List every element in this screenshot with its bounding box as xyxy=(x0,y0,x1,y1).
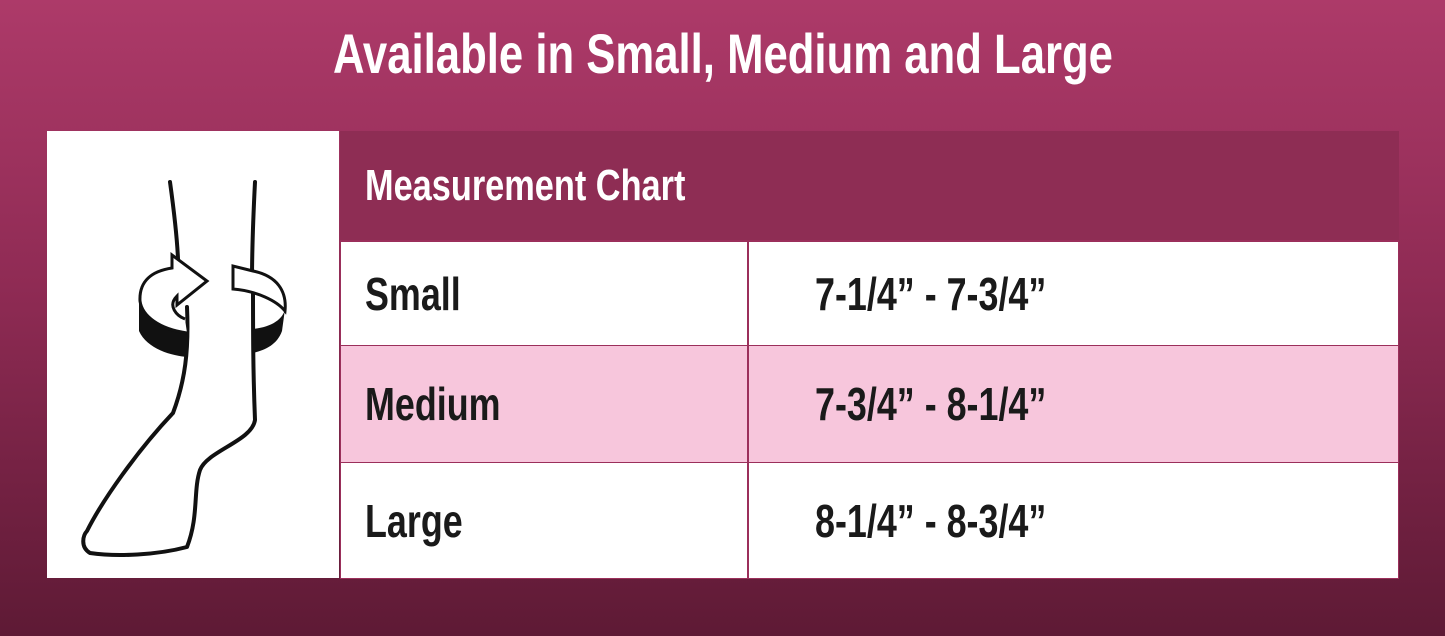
chart-header: Measurement Chart xyxy=(340,131,1399,240)
table-row: Large 8-1/4” - 8-3/4” xyxy=(340,462,1399,579)
table-row: Small 7-1/4” - 7-3/4” xyxy=(340,240,1399,347)
foot-illustration xyxy=(47,131,339,578)
foot-circumference-measure-icon xyxy=(81,180,287,557)
range-cell: 7-3/4” - 8-1/4” xyxy=(815,378,1047,430)
size-cell: Medium xyxy=(341,346,749,462)
size-cell: Small xyxy=(341,242,749,346)
measurement-chart: Measurement Chart Small 7-1/4” - 7-3/4” … xyxy=(340,131,1399,579)
range-cell: 7-1/4” - 7-3/4” xyxy=(815,268,1047,320)
page-title: Available in Small, Medium and Large xyxy=(332,22,1113,85)
range-cell: 8-1/4” - 8-3/4” xyxy=(815,494,1047,547)
table-row: Medium 7-3/4” - 8-1/4” xyxy=(340,345,1399,463)
size-cell: Large xyxy=(341,463,749,578)
